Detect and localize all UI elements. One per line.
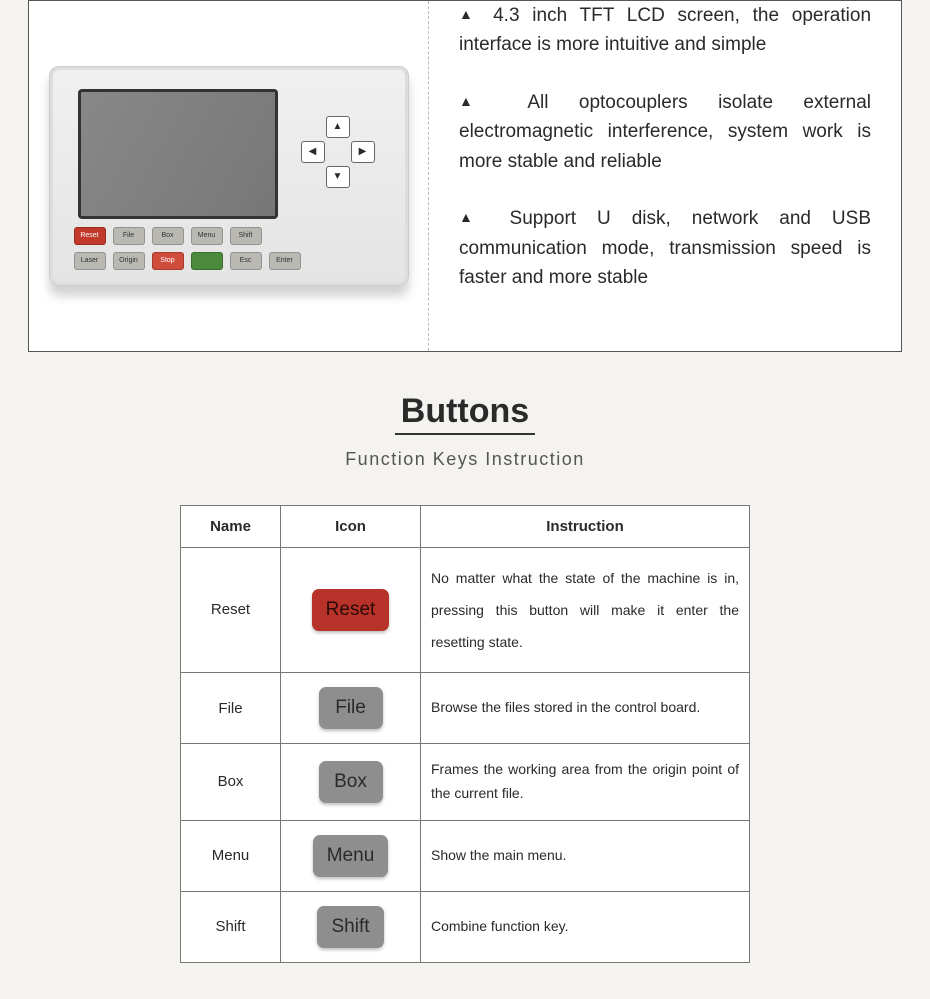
header-name: Name <box>181 505 281 547</box>
button-icon-cell: Menu <box>281 820 421 891</box>
button-name: File <box>181 673 281 744</box>
shift-button-icon: Shift <box>317 906 383 948</box>
feature-item: ▲ 4.3 inch TFT LCD screen, the operation… <box>459 1 871 60</box>
menu-button-icon: Menu <box>313 835 389 877</box>
button-instruction: Browse the files stored in the control b… <box>421 673 750 744</box>
arrow-right-icon: ▶ <box>351 141 375 163</box>
button-icon-cell: Box <box>281 744 421 821</box>
button-icon-cell: File <box>281 673 421 744</box>
file-button-icon: File <box>319 687 383 729</box>
feature-item: ▲ Support U disk, network and USB commun… <box>459 204 871 292</box>
button-icon-cell: Shift <box>281 891 421 962</box>
arrow-down-icon: ▼ <box>326 166 350 188</box>
arrow-left-icon: ◀ <box>301 141 325 163</box>
controller-device: ▲ ▼ ◀ ▶ Reset File Box Menu Shift Laser … <box>49 66 409 286</box>
arrow-up-icon: ▲ <box>326 116 350 138</box>
device-key-esc: Esc <box>230 252 262 270</box>
table-row: File File Browse the files stored in the… <box>181 673 750 744</box>
triangle-icon: ▲ <box>459 6 480 22</box>
device-key-start <box>191 252 223 270</box>
table-row: Menu Menu Show the main menu. <box>181 820 750 891</box>
feature-text: All optocouplers isolate external electr… <box>459 92 871 172</box>
title-text: Buttons <box>395 392 535 435</box>
table-row: Box Box Frames the working area from the… <box>181 744 750 821</box>
table-row: Reset Reset No matter what the state of … <box>181 547 750 673</box>
features-box: ▲ ▼ ◀ ▶ Reset File Box Menu Shift Laser … <box>28 0 902 352</box>
triangle-icon: ▲ <box>459 93 498 109</box>
device-key-laser: Laser <box>74 252 106 270</box>
device-screen <box>78 89 278 219</box>
button-instruction: No matter what the state of the machine … <box>421 547 750 673</box>
feature-item: ▲ All optocouplers isolate external elec… <box>459 88 871 176</box>
box-button-icon: Box <box>319 761 383 803</box>
button-name: Shift <box>181 891 281 962</box>
device-key-row-1: Reset File Box Menu Shift <box>74 227 262 245</box>
product-image-panel: ▲ ▼ ◀ ▶ Reset File Box Menu Shift Laser … <box>29 1 429 351</box>
table-header-row: Name Icon Instruction <box>181 505 750 547</box>
device-dpad: ▲ ▼ ◀ ▶ <box>293 102 383 202</box>
device-key-file: File <box>113 227 145 245</box>
button-instruction: Show the main menu. <box>421 820 750 891</box>
header-icon: Icon <box>281 505 421 547</box>
button-instruction: Combine function key. <box>421 891 750 962</box>
device-key-box: Box <box>152 227 184 245</box>
features-list: ▲ 4.3 inch TFT LCD screen, the operation… <box>429 1 901 351</box>
button-name: Reset <box>181 547 281 673</box>
button-name: Menu <box>181 820 281 891</box>
feature-text: Support U disk, network and USB communic… <box>459 208 871 288</box>
device-key-origin: Origin <box>113 252 145 270</box>
button-icon-cell: Reset <box>281 547 421 673</box>
device-key-reset: Reset <box>74 227 106 245</box>
reset-button-icon: Reset <box>312 589 390 631</box>
feature-text: 4.3 inch TFT LCD screen, the operation i… <box>459 5 871 55</box>
device-key-enter: Enter <box>269 252 301 270</box>
button-instruction: Frames the working area from the origin … <box>421 744 750 821</box>
button-name: Box <box>181 744 281 821</box>
device-key-shift: Shift <box>230 227 262 245</box>
device-key-row-2: Laser Origin Stop Esc Enter <box>74 252 301 270</box>
section-title: Buttons <box>0 392 930 435</box>
header-instruction: Instruction <box>421 505 750 547</box>
table-row: Shift Shift Combine function key. <box>181 891 750 962</box>
device-key-stop: Stop <box>152 252 184 270</box>
device-key-menu: Menu <box>191 227 223 245</box>
triangle-icon: ▲ <box>459 209 489 225</box>
section-subtitle: Function Keys Instruction <box>0 449 930 470</box>
buttons-table: Name Icon Instruction Reset Reset No mat… <box>180 505 750 963</box>
